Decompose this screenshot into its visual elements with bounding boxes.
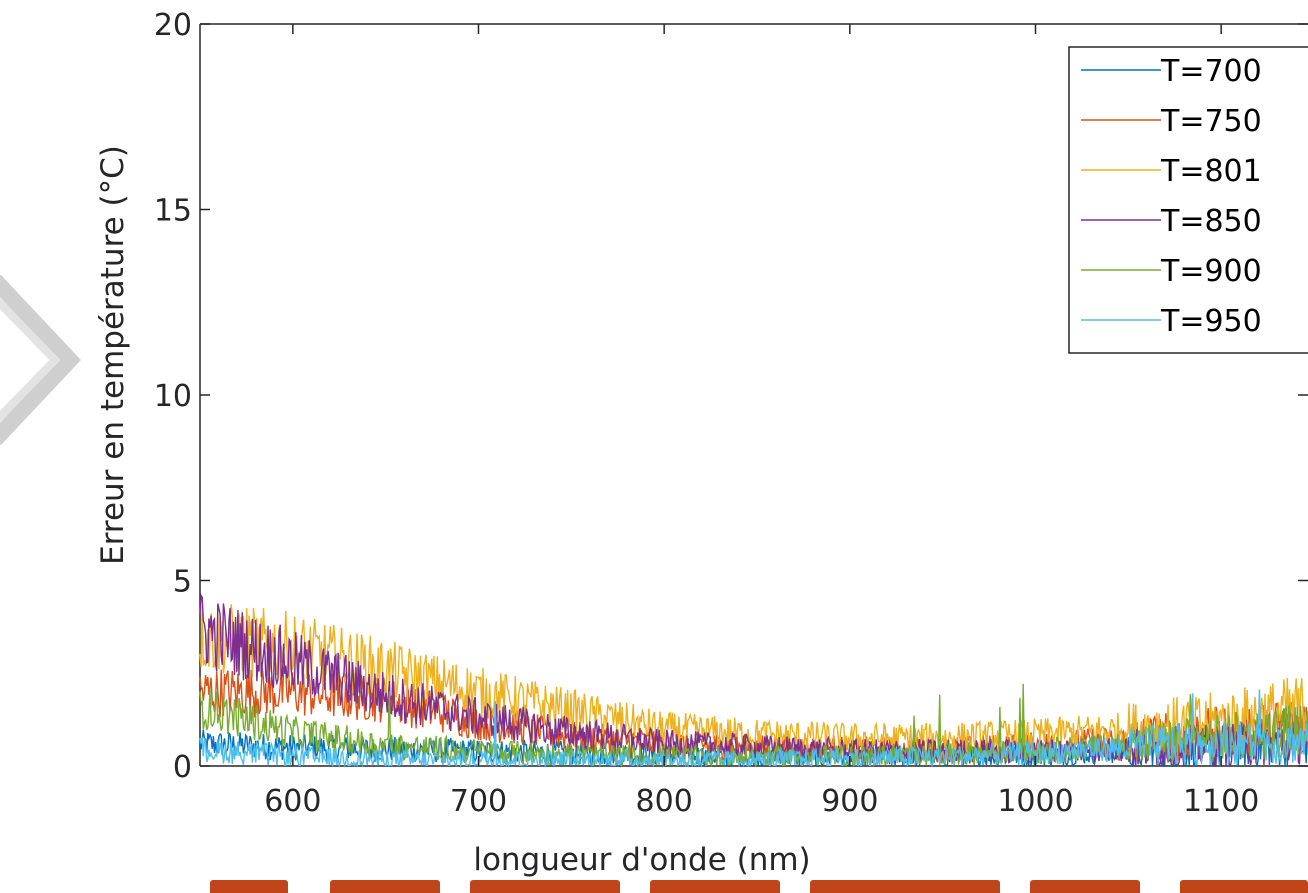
series-line: [199, 604, 1308, 757]
x-tick-label: 900: [821, 784, 878, 819]
x-tick-label: 800: [636, 784, 693, 819]
y-tick-label: 5: [173, 565, 192, 600]
y-tick-label: 0: [173, 750, 192, 785]
legend-entry: T=801: [1160, 154, 1262, 189]
y-tick-label: 20: [154, 8, 192, 43]
legend-entry: T=850: [1160, 204, 1262, 239]
y-axis-label: Erreur en température (°C): [95, 145, 131, 565]
cropped-footer-text: [0, 876, 1308, 893]
legend-entry: T=950: [1160, 304, 1262, 339]
legend-entry: T=750: [1160, 104, 1262, 139]
y-tick-label: 10: [154, 379, 192, 414]
x-axis-label: longueur d'onde (nm): [473, 842, 810, 878]
plot-area: [199, 593, 1308, 769]
legend-entry: T=900: [1160, 254, 1262, 289]
ticks: 600 700 800 900 1000 1100 0 5 10 15 20: [154, 8, 1308, 819]
legend-box: [1068, 46, 1308, 354]
series-line: [199, 689, 1308, 769]
legend: T=700 T=750 T=801 T=850 T=900 T=950: [1068, 46, 1308, 354]
x-tick-label: 700: [450, 784, 507, 819]
legend-entry: T=700: [1160, 54, 1262, 89]
x-tick-label: 1100: [1183, 784, 1259, 819]
x-tick-label: 1000: [997, 784, 1073, 819]
x-tick-label: 600: [264, 784, 321, 819]
y-tick-label: 15: [154, 194, 192, 229]
chevron-right-icon: [0, 275, 81, 445]
